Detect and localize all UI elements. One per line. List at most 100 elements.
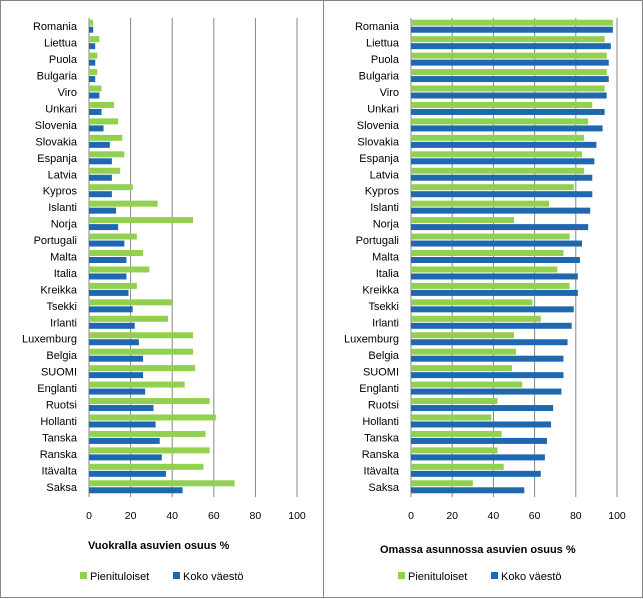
bar-pienituloiset bbox=[89, 36, 100, 43]
bar-koko-vaesto bbox=[411, 454, 545, 461]
category-label: Unkari bbox=[367, 103, 399, 115]
bar-pienituloiset bbox=[89, 430, 206, 437]
bar-koko-vaesto bbox=[89, 59, 96, 66]
bar-pienituloiset bbox=[411, 52, 607, 59]
x-tick-label: 20 bbox=[125, 510, 137, 522]
bar-koko-vaesto bbox=[411, 59, 609, 66]
category-label: Norja bbox=[51, 219, 78, 231]
bar-pienituloiset bbox=[89, 151, 125, 158]
bar-pienituloiset bbox=[411, 332, 514, 339]
category-label: Liettua bbox=[44, 38, 78, 50]
bar-koko-vaesto bbox=[89, 141, 110, 148]
bar-koko-vaesto bbox=[411, 306, 574, 313]
legend-swatch-pienituloiset bbox=[398, 572, 405, 579]
bar-koko-vaesto bbox=[411, 421, 552, 428]
bar-koko-vaesto bbox=[89, 125, 104, 132]
x-tick-label: 0 bbox=[408, 510, 414, 522]
category-label: Espanja bbox=[37, 153, 78, 165]
bar-pienituloiset bbox=[89, 480, 235, 487]
bar-pienituloiset bbox=[411, 430, 502, 437]
bar-pienituloiset bbox=[89, 69, 98, 76]
bar-pienituloiset bbox=[411, 19, 613, 26]
bar-pienituloiset bbox=[411, 463, 504, 470]
category-label: SUOMI bbox=[41, 367, 77, 379]
category-label: Puola bbox=[49, 54, 78, 66]
bar-pienituloiset bbox=[411, 381, 523, 388]
category-label: Slovakia bbox=[35, 136, 77, 148]
axis-title: Omassa asunnossa asuvien osuus % bbox=[380, 544, 576, 556]
category-label: Portugali bbox=[356, 235, 399, 247]
bar-koko-vaesto bbox=[411, 224, 589, 231]
category-label: Ruotsi bbox=[46, 400, 77, 412]
category-label: Viro bbox=[58, 87, 77, 99]
bar-koko-vaesto bbox=[89, 257, 127, 263]
bar-pienituloiset bbox=[89, 299, 173, 306]
category-label: Ranska bbox=[362, 449, 400, 461]
x-tick-label: 40 bbox=[488, 510, 500, 522]
bar-koko-vaesto bbox=[89, 76, 96, 83]
bar-koko-vaesto bbox=[411, 108, 605, 115]
bar-koko-vaesto bbox=[89, 92, 100, 99]
x-tick-label: 60 bbox=[208, 510, 220, 522]
bar-koko-vaesto bbox=[411, 372, 564, 379]
bar-pienituloiset bbox=[89, 167, 121, 174]
bar-koko-vaesto bbox=[411, 257, 580, 263]
bar-koko-vaesto bbox=[89, 289, 129, 296]
x-tick-label: 0 bbox=[86, 510, 92, 522]
bar-pienituloiset bbox=[89, 348, 193, 355]
bar-pienituloiset bbox=[89, 250, 144, 256]
bar-koko-vaesto bbox=[411, 487, 525, 494]
bar-pienituloiset bbox=[89, 184, 133, 191]
category-label: Saksa bbox=[368, 482, 399, 494]
category-label: Islanti bbox=[48, 202, 77, 214]
bar-koko-vaesto bbox=[411, 158, 595, 165]
bar-koko-vaesto bbox=[89, 437, 160, 444]
bar-pienituloiset bbox=[89, 118, 119, 125]
bar-koko-vaesto bbox=[89, 174, 112, 181]
bar-koko-vaesto bbox=[411, 174, 593, 181]
bar-pienituloiset bbox=[411, 266, 558, 273]
category-label: Slovakia bbox=[357, 136, 399, 148]
bar-pienituloiset bbox=[89, 19, 94, 26]
bar-pienituloiset bbox=[411, 151, 582, 158]
category-label: Luxemburg bbox=[22, 334, 77, 346]
bar-koko-vaesto bbox=[89, 306, 133, 313]
bar-koko-vaesto bbox=[89, 487, 183, 494]
category-label: Portugali bbox=[34, 235, 77, 247]
bar-koko-vaesto bbox=[89, 454, 162, 461]
bar-koko-vaesto bbox=[89, 207, 117, 214]
category-label: Luxemburg bbox=[344, 334, 399, 346]
bar-pienituloiset bbox=[411, 315, 541, 322]
bar-koko-vaesto bbox=[89, 339, 139, 346]
bar-koko-vaesto bbox=[411, 141, 597, 148]
bar-koko-vaesto bbox=[89, 470, 166, 477]
category-label: Irlanti bbox=[372, 317, 399, 329]
category-label: Slovenia bbox=[357, 120, 400, 132]
x-tick-label: 80 bbox=[250, 510, 262, 522]
bar-pienituloiset bbox=[411, 184, 574, 191]
bar-pienituloiset bbox=[411, 217, 514, 224]
category-label: Puola bbox=[371, 54, 400, 66]
category-label: Tanska bbox=[42, 432, 78, 444]
bar-koko-vaesto bbox=[411, 125, 603, 132]
bar-pienituloiset bbox=[89, 332, 193, 339]
bar-pienituloiset bbox=[411, 118, 589, 125]
category-label: Malta bbox=[50, 252, 78, 264]
category-label: Saksa bbox=[46, 482, 77, 494]
category-label: Romania bbox=[33, 21, 78, 33]
bar-pienituloiset bbox=[411, 282, 570, 289]
bar-koko-vaesto bbox=[411, 240, 582, 247]
bar-koko-vaesto bbox=[89, 26, 94, 33]
category-label: Belgia bbox=[368, 350, 399, 362]
legend-label: Koko väestö bbox=[501, 571, 562, 583]
x-tick-label: 100 bbox=[288, 510, 306, 522]
bar-koko-vaesto bbox=[89, 372, 144, 379]
bar-pienituloiset bbox=[89, 315, 169, 322]
legend-swatch-koko-vaesto bbox=[491, 572, 498, 579]
bar-koko-vaesto bbox=[411, 26, 613, 33]
category-label: Tanska bbox=[364, 432, 400, 444]
category-label: Hollanti bbox=[40, 416, 77, 428]
category-label: Bulgaria bbox=[37, 71, 78, 83]
category-label: Slovenia bbox=[35, 120, 78, 132]
bar-pienituloiset bbox=[89, 365, 196, 372]
